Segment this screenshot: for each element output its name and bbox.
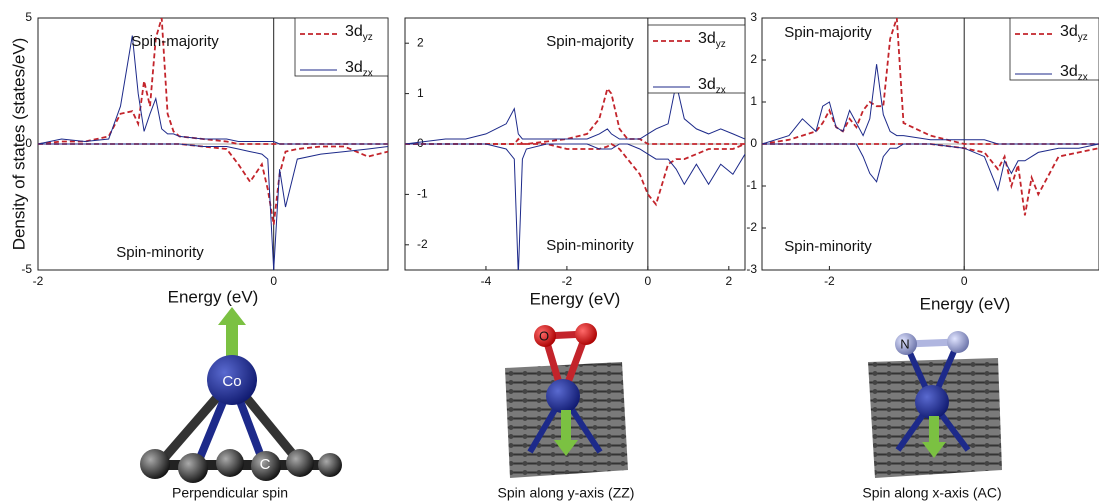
legend-subscript: zx	[1078, 72, 1088, 83]
caption: Spin along x-axis (AC)	[862, 485, 1001, 501]
y-tick-label: 2	[417, 35, 424, 49]
dos-line	[38, 35, 388, 145]
cobalt-atom	[207, 355, 257, 405]
legend-name: 3d	[698, 30, 716, 47]
y-tick-label: 0	[750, 136, 757, 150]
legend-box	[647, 24, 746, 94]
carbon-atom	[140, 449, 170, 479]
legend-subscript: yz	[716, 39, 726, 50]
annotation: Spin-minority	[546, 237, 634, 254]
x-tick-label: 2	[725, 274, 732, 288]
y-tick-label: -2	[746, 220, 757, 234]
legend-subscript: yz	[1078, 32, 1088, 43]
spin-arrow	[218, 307, 246, 358]
spin-arrow	[554, 410, 578, 456]
y-tick-label: -3	[746, 262, 757, 276]
x-axis-label: Energy (eV)	[920, 294, 1011, 313]
dos-line	[405, 83, 745, 145]
atom-label: Co	[222, 373, 241, 390]
y-tick-label: 1	[750, 94, 757, 108]
nitrogen-atom	[895, 333, 917, 355]
y-tick-label: 0	[25, 136, 32, 150]
legend-subscript: zx	[363, 68, 373, 79]
legend-name: 3d	[698, 76, 716, 93]
annotation: Spin-majority	[784, 24, 872, 41]
legend-name: 3d	[345, 23, 363, 40]
y-tick-label: -2	[417, 237, 428, 251]
illustration-perpendicular: Co C Perpendicular spin	[140, 307, 342, 501]
oxygen-atom	[575, 323, 597, 345]
legend-label: 3dzx	[1060, 63, 1088, 82]
y-tick-label: -1	[417, 187, 428, 201]
cobalt-atom	[546, 379, 580, 413]
carbon-atom	[216, 449, 244, 477]
legend-label: 3dzx	[698, 76, 726, 95]
legend-label: 3dzx	[345, 59, 373, 78]
x-tick-label: -2	[562, 274, 573, 288]
y-tick-label: 2	[750, 52, 757, 66]
legend-label: 3dyz	[345, 23, 373, 42]
dos-line	[762, 143, 1099, 216]
y-tick-label: -1	[746, 178, 757, 192]
oxygen-atom	[534, 325, 556, 347]
caption: Perpendicular spin	[172, 485, 288, 501]
x-tick-label: 0	[645, 274, 652, 288]
x-tick-label: 0	[270, 274, 277, 288]
x-tick-label: -2	[33, 274, 44, 288]
y-tick-label: -5	[21, 262, 32, 276]
annotation: Spin-minority	[784, 238, 872, 255]
dos-line	[38, 143, 388, 270]
legend-name: 3d	[345, 59, 363, 76]
y-tick-label: 1	[417, 86, 424, 100]
carbon-atom	[178, 453, 208, 483]
dos-line	[405, 142, 745, 207]
caption: Spin along y-axis (ZZ)	[498, 485, 635, 501]
legend-name: 3d	[1060, 23, 1078, 40]
x-tick-label: 0	[961, 274, 968, 288]
x-tick-label: -4	[481, 274, 492, 288]
atom-label: C	[260, 456, 271, 473]
atom-label: O	[539, 328, 549, 343]
legend-label: 3dyz	[1060, 23, 1088, 42]
legend-name: 3d	[1060, 63, 1078, 80]
dos-line	[405, 86, 745, 145]
y-tick-label: 3	[750, 10, 757, 24]
annotation: Spin-majority	[131, 33, 219, 50]
legend-box	[294, 17, 389, 77]
illustration-ac: N Spin along x-axis (AC)	[862, 331, 1002, 501]
x-tick-label: -2	[824, 274, 835, 288]
legend-subscript: yz	[363, 32, 373, 43]
dos-line	[762, 64, 1099, 145]
y-tick-label: 5	[25, 10, 32, 24]
carbon-atom	[251, 451, 281, 481]
y-axis-label: Density of states (states/eV)	[9, 38, 28, 251]
legend-label: 3dyz	[698, 30, 726, 49]
dos-line	[38, 143, 388, 225]
illustration-zz: O Spin along y-axis (ZZ)	[498, 323, 635, 501]
y-tick-label: 0	[417, 136, 424, 150]
cobalt-atom	[915, 385, 949, 419]
annotation: Spin-minority	[116, 244, 204, 261]
annotation: Spin-majority	[546, 33, 634, 50]
carbon-atom	[318, 453, 342, 477]
nitrogen-atom	[947, 331, 969, 353]
x-axis-label: Energy (eV)	[168, 287, 259, 306]
carbon-atom	[286, 449, 314, 477]
legend-subscript: zx	[716, 85, 726, 96]
legend-box	[1009, 17, 1099, 81]
dos-line	[762, 143, 1099, 192]
dos-line	[405, 143, 745, 270]
x-axis-label: Energy (eV)	[530, 289, 621, 308]
spin-arrow	[922, 416, 946, 458]
atom-label: N	[900, 336, 909, 351]
